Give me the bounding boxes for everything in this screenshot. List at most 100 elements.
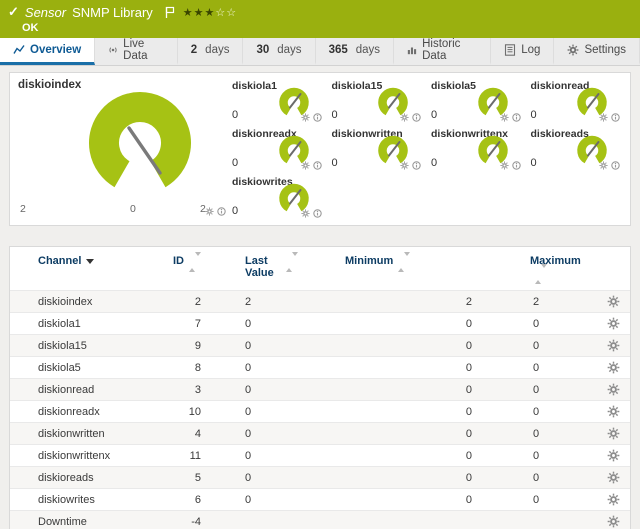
- gauge-info-icon[interactable]: [313, 209, 322, 218]
- column-header-label: Channel: [38, 255, 81, 267]
- table-row: diskiola1 7 0 0 0: [10, 313, 630, 335]
- column-header-label: ID: [173, 255, 184, 267]
- channel-settings-gear-icon[interactable]: [607, 361, 620, 374]
- tab-label-unit: days: [356, 44, 380, 56]
- channel-minimum: [308, 511, 478, 529]
- tab-overview[interactable]: Overview: [0, 38, 95, 65]
- channel-name: diskiowrites: [10, 489, 145, 511]
- channel-settings-gear-icon[interactable]: [607, 427, 620, 440]
- gauge-value: 0: [531, 157, 537, 169]
- channel-settings-gear-icon[interactable]: [607, 449, 620, 462]
- gauge-tile-diskiola15: diskiola15 0: [328, 77, 428, 125]
- column-header-minimum[interactable]: Minimum: [308, 247, 478, 291]
- priority-stars-filled: ★★★: [183, 7, 216, 19]
- gauge-info-icon[interactable]: [313, 113, 322, 122]
- channel-settings-gear-icon[interactable]: [607, 339, 620, 352]
- flag-icon[interactable]: [165, 6, 175, 19]
- channel-settings-gear-icon[interactable]: [607, 295, 620, 308]
- channel-name: diskionwritten: [10, 423, 145, 445]
- gauge-info-icon[interactable]: [611, 113, 620, 122]
- gauge-settings-icon[interactable]: [599, 161, 608, 170]
- tab-log[interactable]: Log: [491, 38, 554, 65]
- gauge-tile-diskiola1: diskiola1 0: [228, 77, 328, 125]
- tab-label: Live Data: [123, 38, 164, 62]
- gauge-settings-icon[interactable]: [500, 161, 509, 170]
- table-row: diskiowrites 6 0 0 0: [10, 489, 630, 511]
- gauge-settings-icon[interactable]: [205, 207, 214, 216]
- channel-settings-gear-icon[interactable]: [607, 493, 620, 506]
- gauge-tile-diskionreadx: diskionreadx 0: [228, 125, 328, 173]
- column-header-last-value[interactable]: Last Value: [213, 247, 308, 291]
- gauge-info-icon[interactable]: [512, 161, 521, 170]
- tab-label: Historic Data: [422, 38, 477, 62]
- overview-icon: [13, 44, 25, 56]
- tab-365-days[interactable]: 365days: [316, 38, 394, 65]
- table-row: diskionread 3 0 0 0: [10, 379, 630, 401]
- channel-name: diskiola1: [10, 313, 145, 335]
- channel-last-value: 0: [213, 335, 308, 357]
- tab-live-data[interactable]: Live Data: [95, 38, 178, 65]
- channel-id: 6: [145, 489, 213, 511]
- channel-name: diskioindex: [10, 291, 145, 313]
- gauge-tile-diskiowrites: diskiowrites 0: [228, 173, 328, 221]
- channel-id: -4: [145, 511, 213, 529]
- channel-settings-gear-icon[interactable]: [607, 405, 620, 418]
- table-header-row: Channel ID Last Value Minimum Maximum: [10, 247, 630, 291]
- priority-stars[interactable]: ★★★☆☆: [183, 6, 237, 19]
- gauge-settings-icon[interactable]: [500, 113, 509, 122]
- gauge-scale-min: 2: [20, 203, 26, 215]
- gauge-settings-icon[interactable]: [301, 209, 310, 218]
- channel-settings-gear-icon[interactable]: [607, 471, 620, 484]
- gauge-info-icon[interactable]: [313, 161, 322, 170]
- gauge-settings-icon[interactable]: [400, 113, 409, 122]
- gauge-tile-diskionread: diskionread 0: [527, 77, 627, 125]
- channel-settings-gear-icon[interactable]: [607, 383, 620, 396]
- live-data-icon: [108, 44, 118, 56]
- gauge-info-icon[interactable]: [217, 207, 226, 216]
- tab-label-number: 2: [191, 44, 197, 56]
- gauge-value: 0: [431, 109, 437, 121]
- gauge-info-icon[interactable]: [611, 161, 620, 170]
- priority-stars-empty: ☆☆: [215, 7, 237, 19]
- column-header-label: Minimum: [345, 255, 393, 267]
- column-header-id[interactable]: ID: [145, 247, 213, 291]
- gauge-tile-diskioindex: diskioindex 2 0 2: [18, 79, 228, 221]
- channel-maximum: 0: [478, 445, 588, 467]
- gauge-info-icon[interactable]: [512, 113, 521, 122]
- channel-maximum: 0: [478, 335, 588, 357]
- tab-settings[interactable]: Settings: [554, 38, 640, 65]
- tab-label: Settings: [584, 44, 626, 56]
- channel-id: 3: [145, 379, 213, 401]
- gauge-label: diskiola5: [431, 80, 476, 92]
- gauge-dial-diskioindex: [80, 91, 200, 197]
- column-header-actions: [588, 247, 630, 291]
- channel-minimum: 0: [308, 313, 478, 335]
- gauge-value: 0: [431, 157, 437, 169]
- status-ok-check-icon: ✓: [8, 4, 19, 20]
- channel-name: diskiola15: [10, 335, 145, 357]
- channel-minimum: 0: [308, 357, 478, 379]
- tab-historic-data[interactable]: Historic Data: [394, 38, 491, 65]
- tab-label-number: 30: [256, 44, 269, 56]
- status-badge: OK: [22, 22, 632, 34]
- channel-id: 11: [145, 445, 213, 467]
- column-header-channel[interactable]: Channel: [10, 247, 145, 291]
- channel-maximum: 0: [478, 379, 588, 401]
- gauge-info-icon[interactable]: [412, 161, 421, 170]
- channel-last-value: 0: [213, 313, 308, 335]
- gauge-settings-icon[interactable]: [599, 113, 608, 122]
- channel-settings-gear-icon[interactable]: [607, 317, 620, 330]
- channel-maximum: 0: [478, 401, 588, 423]
- channel-minimum: 0: [308, 401, 478, 423]
- gauge-settings-icon[interactable]: [301, 113, 310, 122]
- column-header-maximum[interactable]: Maximum: [478, 247, 588, 291]
- gauge-tile-diskionwritten: diskionwritten 0: [328, 125, 428, 173]
- gauge-settings-icon[interactable]: [400, 161, 409, 170]
- tab-30-days[interactable]: 30days: [243, 38, 315, 65]
- column-header-label: Maximum: [530, 255, 581, 267]
- channel-settings-gear-icon[interactable]: [607, 515, 620, 528]
- tab-label: Overview: [30, 44, 81, 56]
- tab-2-days[interactable]: 2days: [178, 38, 244, 65]
- gauge-settings-icon[interactable]: [301, 161, 310, 170]
- gauge-info-icon[interactable]: [412, 113, 421, 122]
